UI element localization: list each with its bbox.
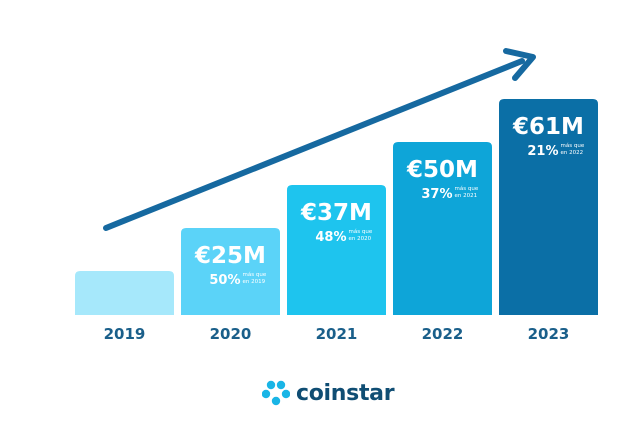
value-label-2020: €25M bbox=[194, 243, 266, 269]
trend-arrow-line bbox=[103, 58, 525, 231]
bar-2022 bbox=[393, 142, 492, 315]
trend-arrow-head-icon bbox=[503, 48, 536, 81]
bar-2021 bbox=[287, 185, 386, 315]
growth-note-1-2021: más que bbox=[349, 228, 373, 235]
year-label-2022: 2022 bbox=[422, 325, 464, 343]
growth-note-2-2021: en 2020 bbox=[349, 236, 372, 242]
growth-note-2-2023: en 2022 bbox=[561, 150, 584, 156]
growth-label-2020: 50% bbox=[209, 273, 240, 288]
brand-name: coinstar bbox=[296, 380, 395, 406]
growth-note-1-2023: más que bbox=[561, 142, 585, 149]
year-label-2019: 2019 bbox=[104, 325, 146, 343]
growth-note-1-2020: más que bbox=[243, 271, 267, 278]
bar-2023 bbox=[499, 99, 598, 315]
bar-2020 bbox=[181, 228, 280, 315]
value-label-2021: €37M bbox=[300, 200, 372, 226]
growth-note-2-2022: en 2021 bbox=[455, 193, 478, 199]
value-label-2022: €50M bbox=[406, 157, 478, 183]
growth-label-2023: 21% bbox=[527, 144, 558, 159]
bar-2019 bbox=[75, 271, 174, 315]
coinstar-logo: coinstar bbox=[262, 380, 395, 406]
growth-label-2022: 37% bbox=[421, 187, 452, 202]
growth-note-2-2020: en 2019 bbox=[243, 279, 266, 285]
year-label-2023: 2023 bbox=[528, 325, 570, 343]
growth-note-1-2022: más que bbox=[455, 185, 479, 192]
year-label-2021: 2021 bbox=[316, 325, 358, 343]
coinstar-flower-icon bbox=[262, 380, 290, 406]
growth-label-2021: 48% bbox=[315, 230, 346, 245]
year-label-2020: 2020 bbox=[210, 325, 252, 343]
value-label-2023: €61M bbox=[512, 114, 584, 140]
